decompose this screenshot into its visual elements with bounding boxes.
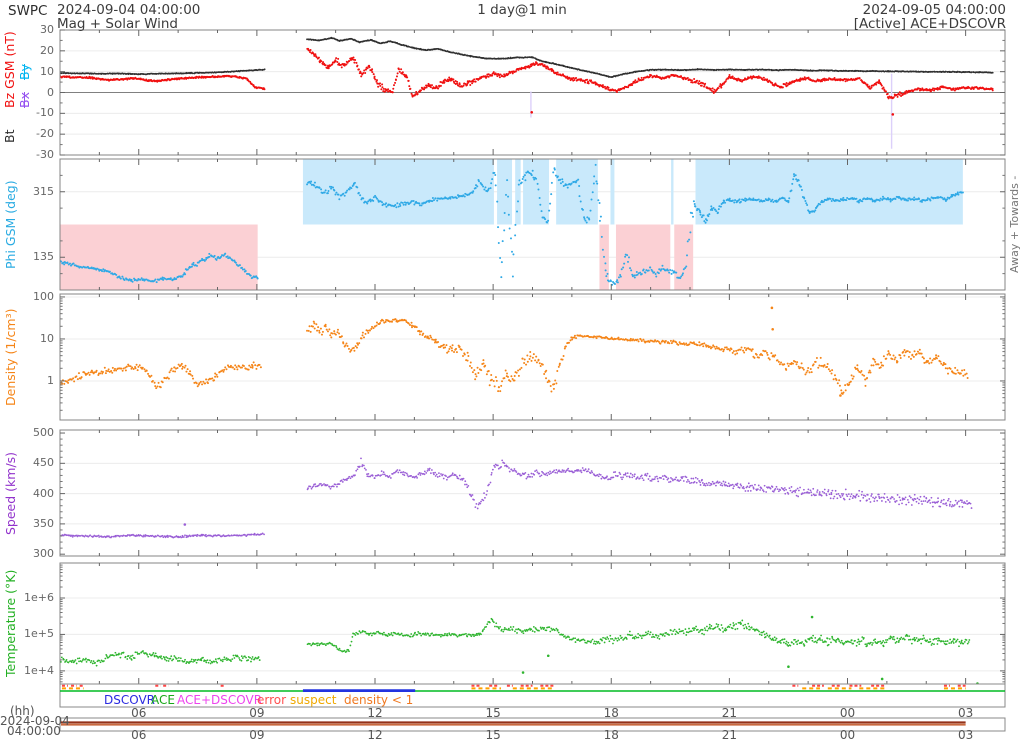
hour-tick-label: 00	[839, 728, 856, 741]
legend-item-ace-dscovr: ACE+DSCOVR	[177, 693, 263, 707]
y-tick-label: 450	[33, 456, 54, 470]
axis-label-sector: Away + Towards -	[1008, 175, 1021, 274]
panel-phi	[60, 159, 1005, 290]
y-tick-label: 1e+5	[24, 627, 54, 641]
hour-tick-label: 15	[485, 728, 501, 741]
hour-tick-label: 21	[721, 728, 738, 741]
y-tick-label: 10	[40, 331, 54, 345]
panel-frame-tmp	[59, 562, 1006, 685]
y-tick-label: -20	[36, 127, 54, 141]
y-tick-label: 315	[33, 184, 54, 198]
hour-tick-label: 12	[367, 728, 383, 741]
y-tick-label: -10	[36, 106, 54, 120]
y-tick-label: 400	[33, 486, 54, 500]
cadence-label: 1 day@1 min	[477, 2, 567, 18]
time-range-bar	[59, 717, 1006, 732]
legend-item-ace: ACE	[151, 693, 175, 707]
hour-tick-label: 03	[957, 706, 974, 720]
y-tick-label: 1	[47, 373, 54, 387]
y-tick-label: 0	[47, 85, 54, 99]
panel-den	[60, 296, 1005, 397]
y-tick-label: 300	[33, 547, 54, 561]
hour-tick-label: 03	[957, 728, 974, 741]
panel-frame-phi	[59, 158, 1006, 291]
legend-item-error: error	[257, 693, 287, 707]
legend-item-density-1: density < 1	[344, 693, 414, 707]
hour-tick-label: 18	[603, 728, 619, 741]
y-tick-label: 100	[33, 289, 54, 303]
hour-tick-label: 21	[721, 706, 738, 720]
footer-time: 04:00:00	[7, 724, 61, 738]
mode-label: [Active] ACE+DSCOVR	[853, 16, 1006, 32]
footer-date: 2024-09-04	[0, 714, 70, 728]
panel-frame-den	[59, 293, 1006, 421]
panel-tmp	[60, 597, 1005, 684]
start-datetime: 2024-09-04 04:00:00	[57, 2, 201, 18]
panel-spd	[60, 457, 1005, 539]
source-label: SWPC	[8, 3, 48, 19]
hour-tick-label: 06	[131, 728, 147, 741]
hour-tick-label: 09	[249, 728, 265, 741]
y-tick-label: 350	[33, 516, 54, 530]
legend-item-dscovr: DSCOVR	[104, 693, 156, 707]
legend-item-suspect: suspect	[290, 693, 337, 707]
y-tick-label: 1e+4	[24, 663, 54, 677]
hour-tick-label: 15	[485, 706, 501, 720]
hour-tick-label: 09	[249, 706, 265, 720]
hh-unit-label: (hh)	[10, 704, 35, 718]
panel-frame-spd	[59, 429, 1006, 557]
end-datetime: 2024-09-05 04:00:00	[862, 2, 1006, 18]
hour-tick-label: 18	[603, 706, 619, 720]
y-tick-label: 20	[40, 43, 54, 57]
y-tick-label: 1e+6	[24, 590, 54, 604]
hour-tick-label: 00	[839, 706, 856, 720]
y-tick-label: 10	[40, 64, 54, 78]
y-tick-label: 30	[40, 23, 54, 36]
panel-mag	[60, 36, 1005, 149]
status-strip	[59, 683, 1006, 708]
y-tick-label: -30	[36, 148, 54, 161]
plot-title: Mag + Solar Wind	[57, 16, 179, 32]
panel-frame-mag	[59, 29, 1006, 156]
axis-label-phi: Phi GSM (deg)	[3, 180, 18, 269]
axis-label-density: Density (1/cm³)	[3, 308, 18, 406]
y-tick-label: 500	[33, 426, 54, 440]
hour-tick-label: 12	[367, 706, 383, 720]
y-tick-label: 135	[33, 250, 54, 264]
hour-tick-label: 06	[131, 706, 147, 720]
